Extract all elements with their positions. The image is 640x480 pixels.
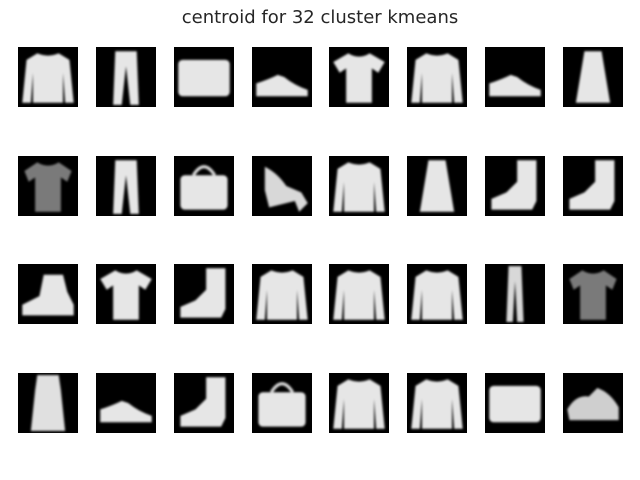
- centroid-image-23: [485, 264, 545, 324]
- centroid-sandal-heel-icon: [264, 166, 308, 212]
- centroid-image-28: [252, 373, 312, 433]
- centroid-long-sleeve-top-icon: [22, 53, 74, 103]
- centroid-bag-icon: [178, 59, 230, 97]
- centroid-long-sleeve-top-icon: [333, 270, 385, 320]
- centroid-long-sleeve-top-icon: [333, 162, 385, 212]
- centroid-image-32: [563, 373, 623, 433]
- centroid-image-11: [174, 156, 234, 216]
- centroid-image-15: [485, 156, 545, 216]
- centroid-bag-icon: [489, 385, 541, 423]
- centroid-ankle-boot-icon: [569, 160, 615, 210]
- centroid-ankle-boot-low-icon: [22, 274, 74, 316]
- centroid-dress-icon: [575, 51, 611, 103]
- centroid-image-31: [485, 373, 545, 433]
- centroid-sneaker-icon: [256, 74, 308, 97]
- centroid-image-13: [329, 156, 389, 216]
- centroid-trousers-thin-icon: [506, 266, 524, 322]
- centroid-image-2: [96, 47, 156, 107]
- centroid-image-21: [329, 264, 389, 324]
- centroid-tshirt-dark-icon: [569, 270, 617, 320]
- centroid-dress-icon: [419, 160, 455, 212]
- centroid-image-16: [563, 156, 623, 216]
- centroid-trousers-icon: [113, 51, 139, 105]
- centroid-image-18: [96, 264, 156, 324]
- figure-title: centroid for 32 cluster kmeans: [181, 7, 459, 28]
- centroid-image-7: [485, 47, 545, 107]
- centroid-image-14: [407, 156, 467, 216]
- centroid-handbag-icon: [258, 382, 306, 427]
- centroid-image-1: [18, 47, 78, 107]
- centroid-image-25: [18, 373, 78, 433]
- centroid-long-sleeve-top-icon: [256, 270, 308, 320]
- centroid-sneaker-icon: [100, 400, 152, 423]
- centroid-long-sleeve-top-icon: [333, 379, 385, 429]
- centroid-image-26: [96, 373, 156, 433]
- centroid-long-sleeve-top-icon: [411, 270, 463, 320]
- centroid-handbag-icon: [180, 165, 228, 210]
- centroid-ankle-boot-icon: [491, 160, 537, 210]
- centroid-trousers-icon: [113, 160, 139, 214]
- centroid-image-17: [18, 264, 78, 324]
- centroid-image-30: [407, 373, 467, 433]
- centroid-ankle-boot-icon: [180, 377, 226, 427]
- centroid-image-10: [96, 156, 156, 216]
- centroid-image-3: [174, 47, 234, 107]
- centroid-image-24: [563, 264, 623, 324]
- centroid-image-19: [174, 264, 234, 324]
- centroid-image-29: [329, 373, 389, 433]
- centroid-image-27: [174, 373, 234, 433]
- centroid-image-5: [329, 47, 389, 107]
- centroid-image-4: [252, 47, 312, 107]
- centroid-image-6: [407, 47, 467, 107]
- centroid-image-12: [252, 156, 312, 216]
- centroid-image-9: [18, 156, 78, 216]
- centroid-ankle-boot-icon: [180, 268, 226, 318]
- centroid-tshirt-dark-icon: [24, 162, 72, 212]
- centroid-sneaker-icon: [489, 74, 541, 97]
- centroid-long-sleeve-top-icon: [411, 379, 463, 429]
- centroid-dress-long-icon: [30, 375, 66, 431]
- centroid-tshirt-icon: [100, 270, 152, 320]
- centroid-image-20: [252, 264, 312, 324]
- centroid-long-sleeve-top-icon: [411, 53, 463, 103]
- centroid-image-8: [563, 47, 623, 107]
- centroid-sandal-icon: [567, 388, 619, 421]
- centroid-image-22: [407, 264, 467, 324]
- centroid-tshirt-icon: [333, 53, 385, 103]
